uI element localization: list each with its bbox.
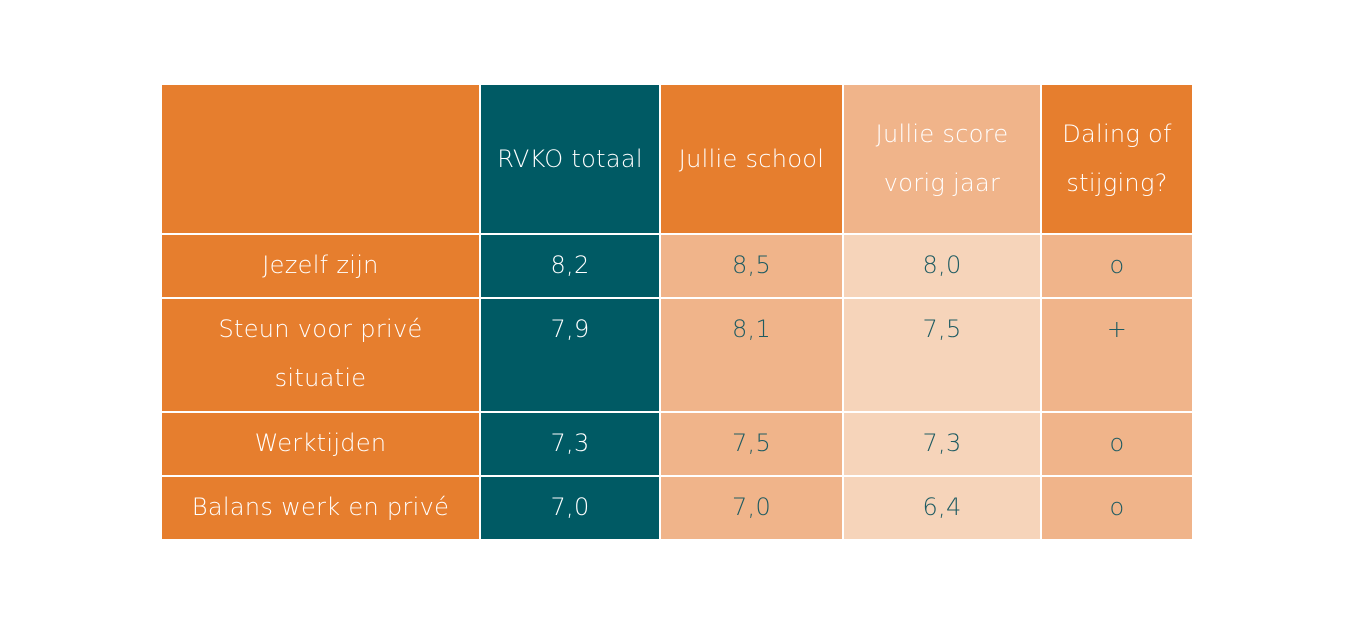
header-rvko-total: RVKO totaal xyxy=(479,83,661,235)
rvko-value: 8,2 xyxy=(479,233,661,299)
trend-value: o xyxy=(1040,233,1194,299)
row-label: Werktijden xyxy=(160,411,481,477)
rvko-value: 7,3 xyxy=(479,411,661,477)
table-row: Balans werk en privé 7,0 7,0 6,4 o xyxy=(160,475,1194,541)
rvko-value: 7,0 xyxy=(479,475,661,541)
previous-value: 8,0 xyxy=(842,233,1042,299)
previous-value: 6,4 xyxy=(842,475,1042,541)
trend-value: o xyxy=(1040,411,1194,477)
table-row: Steun voor privé situatie 7,9 8,1 7,5 + xyxy=(160,297,1194,413)
header-your-school: Jullie school xyxy=(659,83,844,235)
trend-value: + xyxy=(1040,297,1194,413)
school-value: 7,5 xyxy=(659,411,844,477)
rvko-value: 7,9 xyxy=(479,297,661,413)
school-value: 8,1 xyxy=(659,297,844,413)
school-value: 7,0 xyxy=(659,475,844,541)
row-label: Balans werk en privé xyxy=(160,475,481,541)
score-comparison-table: RVKO totaal Jullie school Jullie score v… xyxy=(160,83,1194,541)
table-header-row: RVKO totaal Jullie school Jullie score v… xyxy=(160,83,1194,235)
previous-value: 7,3 xyxy=(842,411,1042,477)
row-label: Jezelf zijn xyxy=(160,233,481,299)
trend-value: o xyxy=(1040,475,1194,541)
previous-value: 7,5 xyxy=(842,297,1042,413)
table-row: Werktijden 7,3 7,5 7,3 o xyxy=(160,411,1194,477)
table-row: Jezelf zijn 8,2 8,5 8,0 o xyxy=(160,233,1194,299)
row-label: Steun voor privé situatie xyxy=(160,297,481,413)
header-trend: Daling of stijging? xyxy=(1040,83,1194,235)
header-label-cell xyxy=(160,83,481,235)
header-previous-year: Jullie score vorig jaar xyxy=(842,83,1042,235)
school-value: 8,5 xyxy=(659,233,844,299)
